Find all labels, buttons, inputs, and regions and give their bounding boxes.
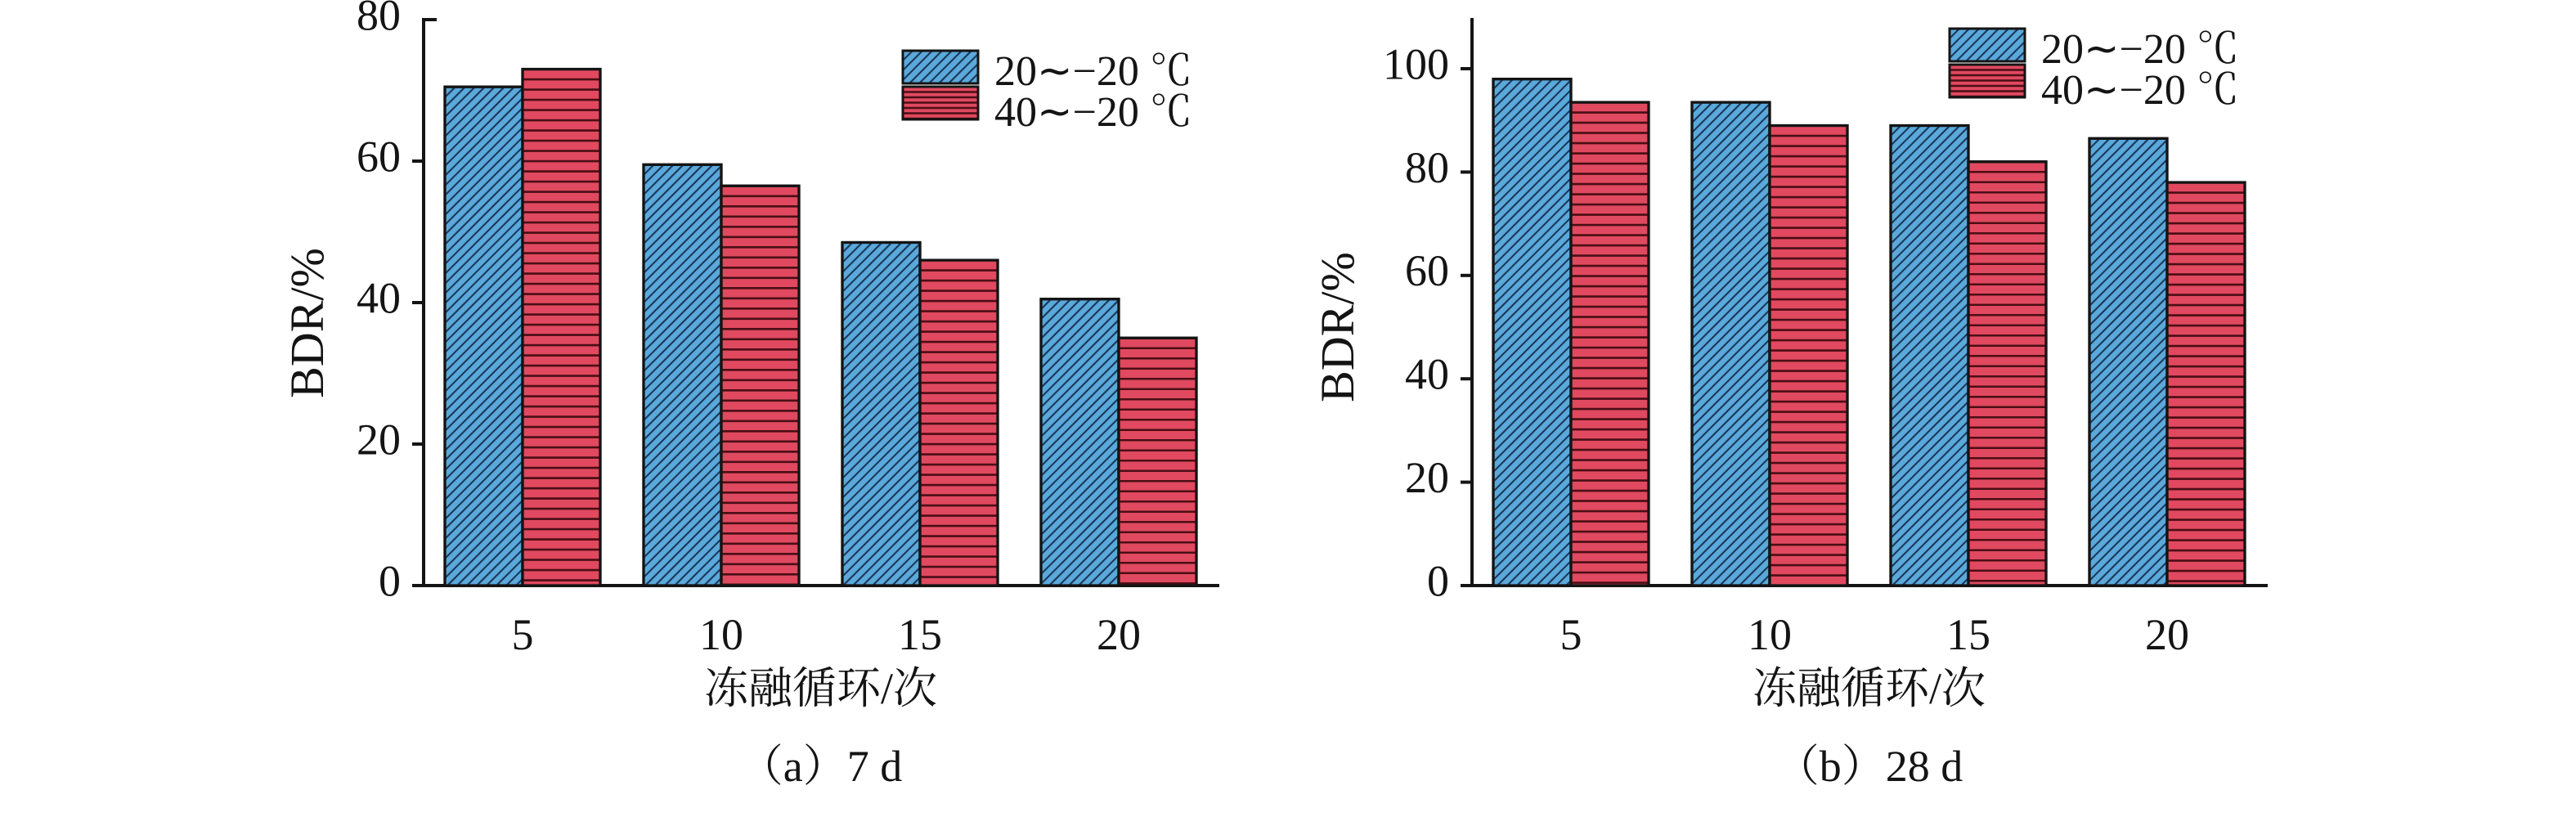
svg-text:冻融循环/次: 冻融循环/次 <box>704 664 937 713</box>
svg-text:20: 20 <box>1097 610 1141 659</box>
svg-text:40: 40 <box>1405 350 1449 399</box>
svg-text:80: 80 <box>1405 143 1449 192</box>
svg-text:40∼−20 ℃: 40∼−20 ℃ <box>994 89 1192 136</box>
svg-text:BDR/%: BDR/% <box>1311 252 1364 402</box>
svg-text:40∼−20 ℃: 40∼−20 ℃ <box>2041 67 2239 114</box>
svg-text:10: 10 <box>699 610 743 659</box>
svg-text:20∼−20 ℃: 20∼−20 ℃ <box>2041 26 2239 73</box>
svg-text:40: 40 <box>357 273 401 322</box>
svg-text:80: 80 <box>357 0 401 39</box>
svg-text:60: 60 <box>1405 246 1449 295</box>
svg-text:20: 20 <box>1405 453 1449 502</box>
svg-text:（a）7 d: （a）7 d <box>739 742 902 791</box>
svg-text:20: 20 <box>357 415 401 464</box>
svg-text:10: 10 <box>1748 610 1792 659</box>
svg-text:5: 5 <box>512 610 534 659</box>
svg-text:15: 15 <box>898 610 942 659</box>
svg-text:BDR/%: BDR/% <box>280 248 334 398</box>
svg-text:20∼−20 ℃: 20∼−20 ℃ <box>994 48 1192 95</box>
svg-text:（b）28 d: （b）28 d <box>1775 742 1963 791</box>
svg-text:20: 20 <box>2145 610 2189 659</box>
svg-text:0: 0 <box>379 556 401 605</box>
svg-text:5: 5 <box>1560 610 1582 659</box>
svg-text:15: 15 <box>1946 610 1990 659</box>
svg-text:60: 60 <box>357 132 401 181</box>
svg-text:0: 0 <box>1427 556 1449 605</box>
svg-text:100: 100 <box>1383 39 1449 88</box>
svg-text:冻融循环/次: 冻融循环/次 <box>1752 664 1986 713</box>
